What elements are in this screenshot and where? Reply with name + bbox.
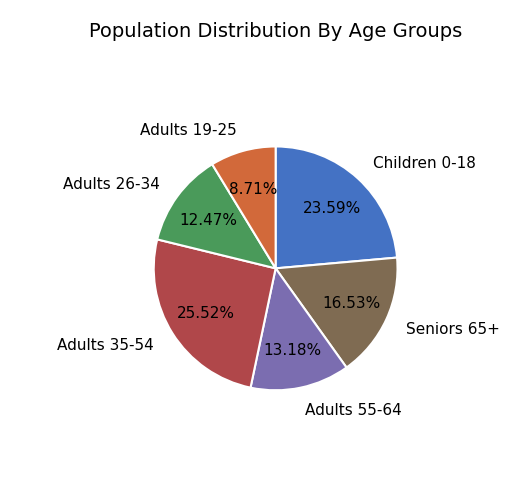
Text: Seniors 65+: Seniors 65+	[406, 321, 500, 336]
Text: Adults 19-25: Adults 19-25	[140, 123, 237, 138]
Wedge shape	[276, 258, 397, 368]
Wedge shape	[212, 147, 276, 269]
Title: Population Distribution By Age Groups: Population Distribution By Age Groups	[89, 22, 462, 41]
Text: 13.18%: 13.18%	[264, 342, 322, 357]
Text: 25.52%: 25.52%	[176, 305, 235, 320]
Text: 12.47%: 12.47%	[180, 213, 238, 228]
Text: Children 0-18: Children 0-18	[373, 156, 476, 170]
Text: 16.53%: 16.53%	[322, 296, 380, 311]
Text: 23.59%: 23.59%	[302, 200, 361, 215]
Wedge shape	[154, 240, 276, 388]
Text: 8.71%: 8.71%	[229, 181, 277, 197]
Text: Adults 35-54: Adults 35-54	[57, 338, 154, 353]
Wedge shape	[250, 269, 346, 390]
Text: Adults 55-64: Adults 55-64	[305, 402, 402, 417]
Wedge shape	[157, 165, 276, 269]
Wedge shape	[276, 147, 397, 269]
Text: Adults 26-34: Adults 26-34	[62, 177, 160, 192]
